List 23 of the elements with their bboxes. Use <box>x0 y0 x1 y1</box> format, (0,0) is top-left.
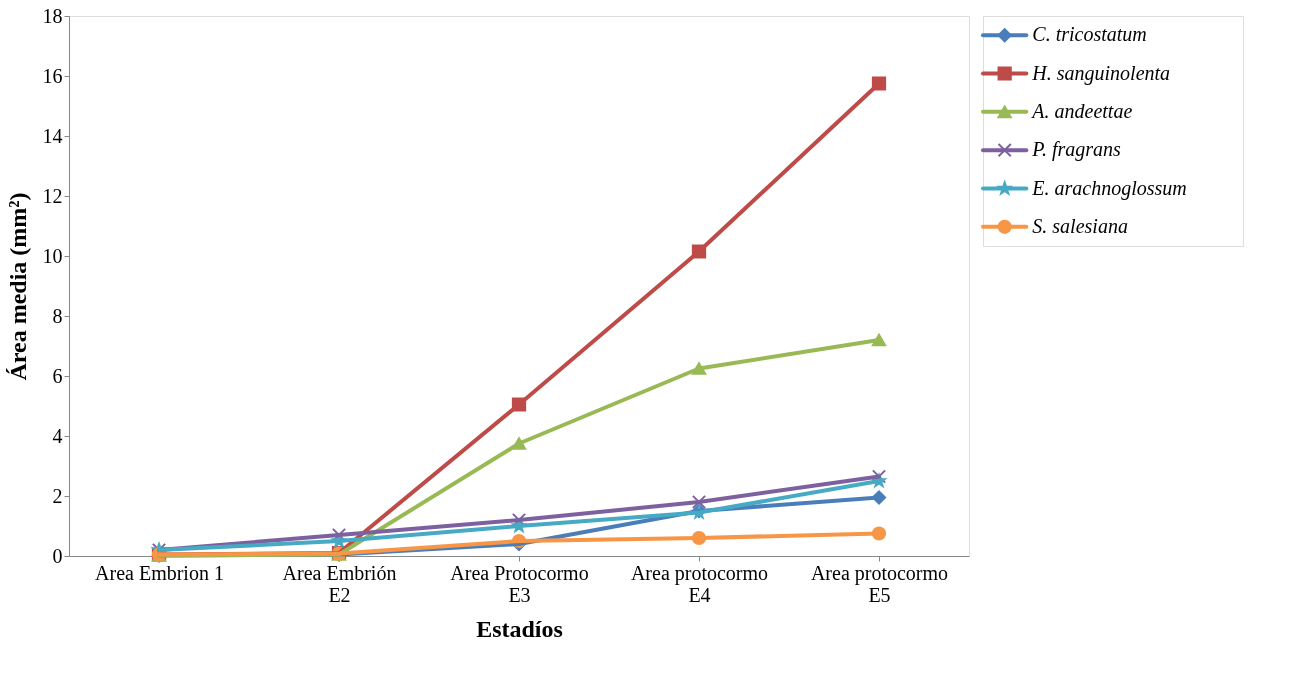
legend-label: S. salesiana <box>1032 214 1128 237</box>
legend-label: P. fragrans <box>1031 138 1122 162</box>
x-tick-label: Area Protocormo E3 <box>450 561 589 606</box>
legend-label: C. tricostatum <box>1032 23 1147 46</box>
x-tick-label: Area Embrión E2 <box>282 561 397 606</box>
y-tick-label: 4 <box>52 424 63 447</box>
y-tick-label: 14 <box>42 124 63 147</box>
x-tick-label: Area Embrion 1 <box>95 561 224 584</box>
legend-label: E. arachnoglossum <box>1031 176 1187 200</box>
x-tick-label: Area protocormo E5 <box>810 561 949 606</box>
y-tick-label: 18 <box>42 4 63 27</box>
y-tick-label: 6 <box>52 364 63 387</box>
y-tick-label: 16 <box>42 64 63 87</box>
y-tick-label: 8 <box>52 304 63 327</box>
legend-label: A. andeettae <box>1030 99 1133 122</box>
legend-label: H. sanguinolenta <box>1031 61 1171 85</box>
y-tick-label: 10 <box>42 244 63 267</box>
y-tick-label: 2 <box>52 484 63 507</box>
y-tick-label: 0 <box>52 544 63 567</box>
x-tick-label: Area protocormo E4 <box>630 561 769 606</box>
y-axis-title: Área media (mm²) <box>4 192 31 381</box>
x-axis-title: Estadíos <box>476 615 563 642</box>
y-tick-label: 12 <box>42 184 63 207</box>
